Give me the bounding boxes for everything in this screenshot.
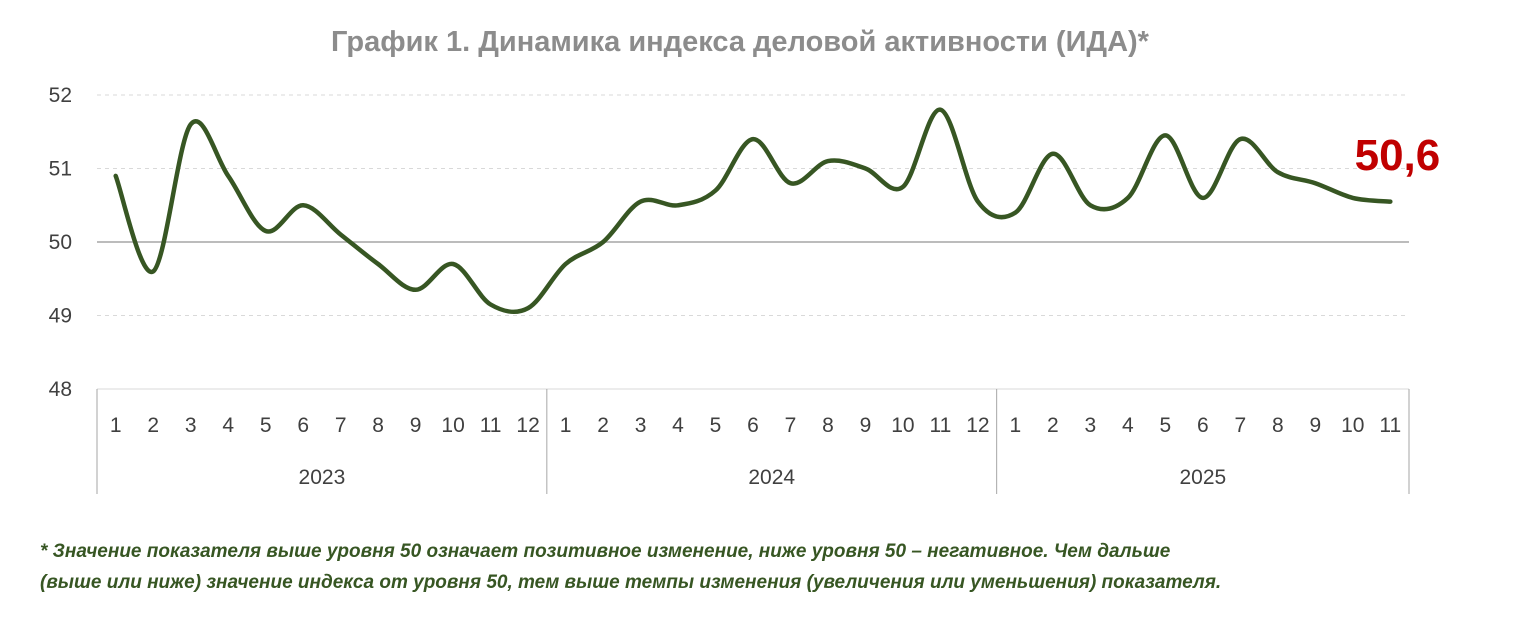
y-tick-label: 48 [49, 378, 72, 401]
year-label: 2025 [1179, 466, 1226, 489]
x-tick-label: 4 [222, 414, 234, 437]
x-tick-label: 11 [930, 414, 952, 437]
x-tick-label: 11 [480, 414, 502, 437]
x-tick-label: 5 [1159, 414, 1171, 437]
grid-lines [97, 94, 1409, 390]
x-tick-label: 2 [147, 414, 159, 437]
x-tick-label: 4 [1122, 414, 1134, 437]
x-tick-label: 8 [372, 414, 384, 437]
footnote-line-1: * Значение показателя выше уровня 50 озн… [40, 541, 1171, 562]
x-tick-label: 9 [1309, 414, 1321, 437]
x-tick-label: 7 [335, 414, 347, 437]
y-tick-label: 50 [49, 231, 72, 254]
x-tick-label: 7 [785, 414, 797, 437]
x-tick-label: 3 [635, 414, 647, 437]
x-tick-label: 1 [110, 414, 122, 437]
x-tick-label: 9 [410, 414, 422, 437]
y-tick-label: 52 [49, 84, 72, 107]
series-line [113, 107, 1393, 315]
y-axis-ticks: 48 49 50 51 52 [49, 84, 72, 401]
x-tick-label: 9 [860, 414, 872, 437]
x-tick-label: 10 [891, 414, 914, 437]
year-label: 2024 [748, 466, 795, 489]
x-tick-label: 10 [1341, 414, 1364, 437]
x-tick-label: 8 [822, 414, 834, 437]
x-tick-label: 11 [1379, 414, 1401, 437]
x-tick-label: 6 [1197, 414, 1209, 437]
x-tick-label: 2 [1047, 414, 1059, 437]
last-value-label: 50,6 [1355, 131, 1441, 180]
y-tick-label: 49 [49, 305, 72, 328]
x-tick-label: 4 [672, 414, 684, 437]
x-tick-label: 6 [747, 414, 759, 437]
x-tick-label: 8 [1272, 414, 1284, 437]
x-tick-label: 1 [560, 414, 572, 437]
x-tick-label: 7 [1234, 414, 1246, 437]
year-label: 2023 [299, 466, 346, 489]
chart-title: График 1. Динамика индекса деловой актив… [331, 26, 1149, 58]
y-tick-label: 51 [49, 158, 72, 181]
x-tick-label: 2 [597, 414, 609, 437]
x-tick-label: 6 [297, 414, 309, 437]
x-tick-label: 10 [441, 414, 464, 437]
x-axis [96, 389, 1410, 494]
x-tick-label: 12 [516, 414, 539, 437]
x-axis-ticks: 1 2 3 4 5 6 7 8 9 10 11 12 1 2 3 4 5 6 7 8 9 10 11 12 1 2 3 4 5 6 7 8 9 1… [110, 414, 1401, 489]
x-tick-label: 3 [185, 414, 197, 437]
x-tick-label: 5 [260, 414, 272, 437]
x-tick-label: 1 [1010, 414, 1022, 437]
x-tick-label: 12 [966, 414, 989, 437]
footnote: * Значение показателя выше уровня 50 озн… [40, 536, 1470, 598]
series-layer [113, 107, 1393, 315]
x-tick-label: 3 [1085, 414, 1097, 437]
footnote-line-2: (выше или ниже) значение индекса от уров… [40, 572, 1222, 593]
x-tick-label: 5 [710, 414, 722, 437]
